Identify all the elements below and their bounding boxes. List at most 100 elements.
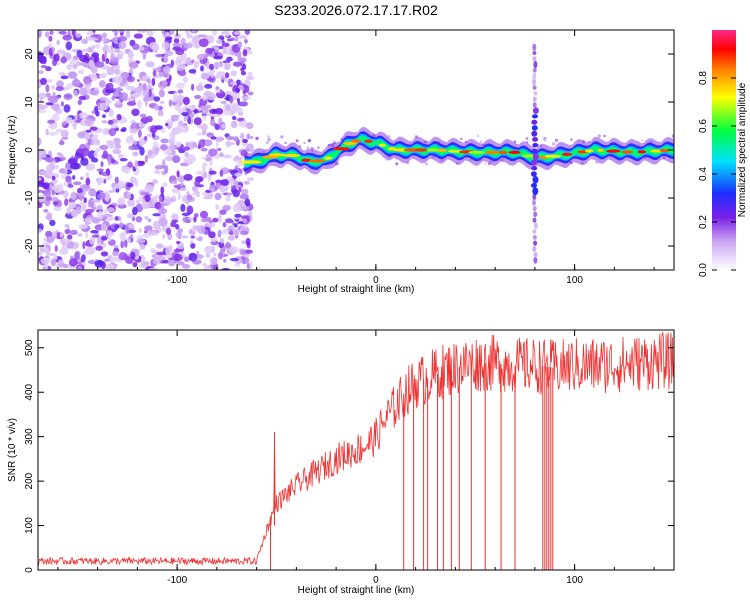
noise-blob [228,231,234,235]
noise-blob [214,136,223,143]
noise-blob [85,208,94,214]
ridge-hot-spot [343,141,357,146]
noise-blob [188,69,197,74]
noise-blob [168,144,176,150]
noise-blob [107,119,114,125]
noise-blob [193,61,199,68]
noise-blob [152,70,157,77]
streak-blob [532,194,537,200]
noise-blob [225,72,230,79]
noise-blob [190,240,194,244]
noise-blob [220,229,230,235]
noise-blob [198,236,203,242]
noise-blob [147,218,152,223]
ridge-hot-spot [309,159,326,163]
noise-blob [191,30,196,33]
noise-blob [127,50,134,59]
noise-blob [38,177,42,181]
noise-blob [134,160,139,169]
noise-blob [132,262,138,268]
noise-blob [38,151,44,160]
noise-blob [232,61,242,67]
noise-blob [222,204,231,212]
noise-blob [99,144,109,150]
noise-blob [88,189,93,195]
snr-panel: -100 0 100 0 100 200 300 400 500 Height of stra… [7,329,675,596]
noise-blob [237,160,242,168]
noise-blob [102,150,108,159]
noise-blob [200,147,208,152]
noise-blob [173,92,178,101]
noise-blob [128,224,135,228]
ridge-hot-spot [282,153,301,158]
noise-blob [127,86,133,91]
noise-blob [81,39,88,44]
noise-blob [137,30,147,33]
noise-blob [59,30,67,35]
noise-blob [230,81,239,85]
noise-blob [113,245,119,249]
noise-blob [96,177,104,184]
noise-blob [170,221,177,228]
noise-blob [175,48,185,56]
noise-blob [51,196,59,202]
noise-blob [128,145,138,151]
noise-blob [162,66,171,74]
noise-blob [90,230,99,234]
colorbar-tick-label: 0.8 [698,71,709,85]
faint-noise-dot [570,138,573,141]
noise-blob [82,241,86,250]
noise-blob [194,94,202,100]
noise-blob [46,236,55,244]
noise-blob [205,52,210,57]
noise-blob [78,192,84,202]
noise-blob [126,213,135,219]
noise-blob [91,234,99,238]
noise-blob [214,192,222,201]
streak-blob [532,199,536,206]
spectrogram-y-tick-label: 0 [24,147,35,153]
noise-blob [38,70,44,74]
noise-blob [224,62,230,70]
faint-noise-dot [425,162,429,166]
noise-blob [120,240,125,249]
noise-blob [172,155,181,164]
ridge-hot-spot [544,154,562,158]
noise-blob [213,61,222,69]
noise-blob [169,133,176,141]
noise-blob [242,49,248,57]
noise-blob [186,191,190,195]
snr-y-tick-label: 300 [24,428,35,445]
noise-blob [64,167,68,175]
streak-blob [532,137,539,142]
noise-blob [44,199,51,207]
noise-blob [173,253,183,262]
noise-blob [208,219,213,224]
noise-blob [208,170,217,175]
ridge-hot-spot [621,150,634,154]
noise-blob [204,245,214,254]
faint-noise-dot [641,139,644,142]
noise-blob [127,161,133,168]
noise-blob [144,194,151,203]
noise-blob [132,151,139,157]
noise-blob [161,41,170,50]
faint-noise-dot [247,149,249,151]
noise-blob [229,95,234,104]
noise-blob [45,230,53,238]
noise-blob [152,132,156,138]
noise-blob [77,187,83,194]
noise-blob [142,88,149,98]
noise-blob [66,64,72,71]
ridge-hot-spot [351,139,362,143]
noise-blob [240,70,247,76]
noise-blob [210,118,216,127]
faint-noise-dot [317,146,320,149]
noise-blob [78,61,88,67]
noise-blob [219,237,224,244]
streak-blob [532,56,537,62]
noise-blob [77,99,83,105]
noise-blob [168,74,172,82]
noise-blob [81,254,86,263]
